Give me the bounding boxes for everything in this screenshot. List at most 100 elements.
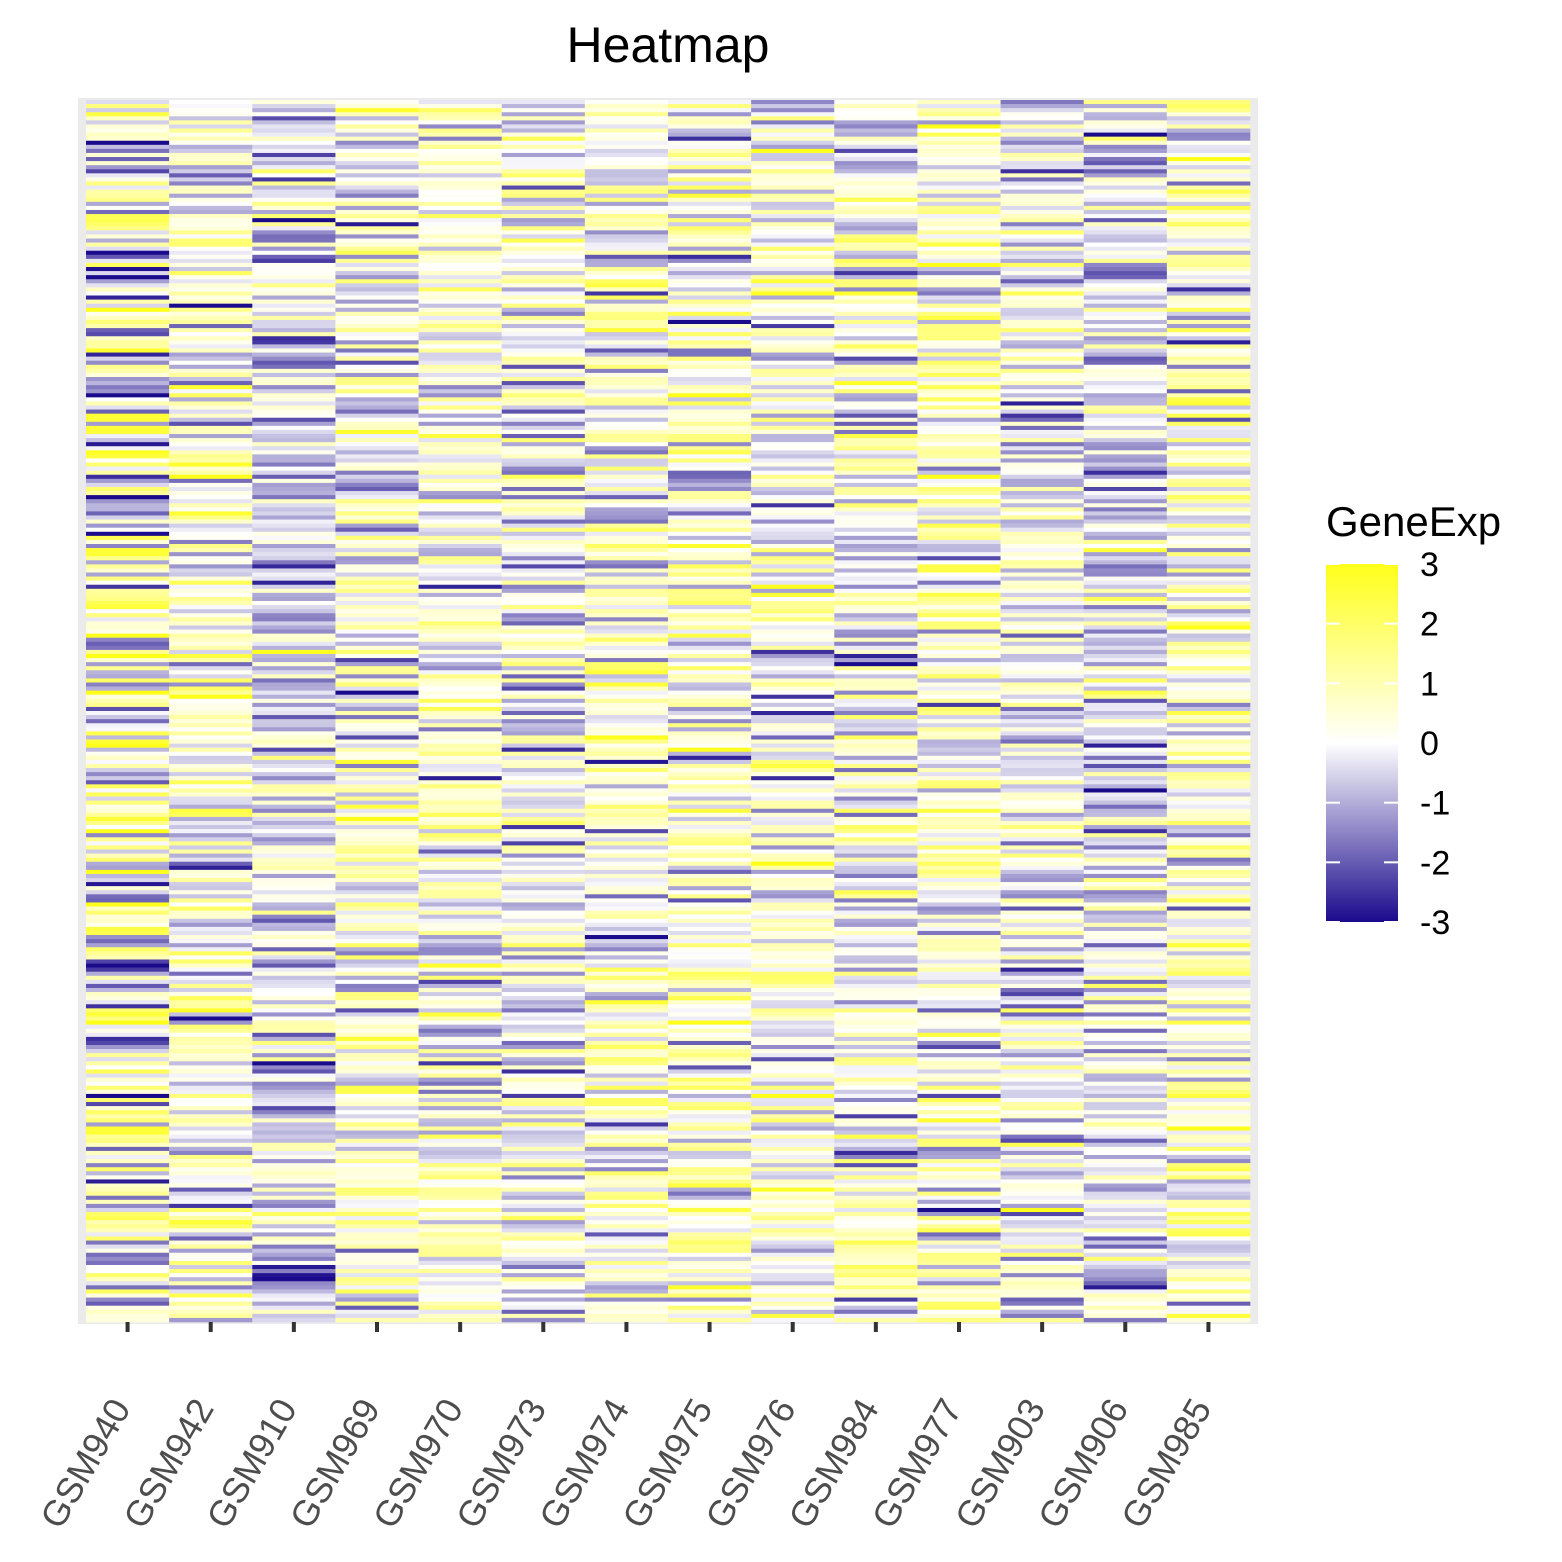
heatmap-cell	[86, 857, 170, 863]
heatmap-cell	[86, 910, 170, 915]
heatmap-cell	[834, 882, 918, 887]
heatmap-cell	[252, 1191, 336, 1197]
heatmap-cell	[751, 780, 835, 785]
heatmap-cell	[501, 503, 586, 508]
heatmap-cell	[418, 853, 503, 858]
heatmap-cell	[668, 279, 752, 284]
heatmap-cell	[1000, 1309, 1085, 1315]
heatmap-cell	[751, 409, 835, 414]
heatmap-cell	[668, 409, 752, 414]
heatmap-cell	[418, 372, 503, 378]
heatmap-cell	[501, 311, 586, 317]
heatmap-cell	[1083, 792, 1168, 797]
heatmap-cell	[1000, 1171, 1085, 1176]
heatmap-cell	[418, 173, 503, 178]
heatmap-cell	[834, 287, 918, 292]
heatmap-cell	[169, 1309, 253, 1315]
heatmap-cell	[751, 120, 835, 125]
heatmap-cell	[335, 694, 419, 700]
heatmap-cell	[335, 1216, 419, 1221]
heatmap-cell	[584, 307, 669, 313]
heatmap-cell	[86, 967, 170, 972]
heatmap-cell	[1000, 376, 1085, 382]
heatmap-cell	[834, 344, 918, 349]
heatmap-cell	[1083, 1110, 1168, 1115]
heatmap-cell	[252, 662, 336, 667]
heatmap-cell	[834, 629, 918, 634]
heatmap-cell	[1166, 140, 1251, 146]
heatmap-cell	[1166, 434, 1251, 439]
heatmap-cell	[668, 499, 752, 504]
heatmap-cell	[584, 637, 669, 643]
heatmap-cell	[751, 328, 835, 333]
heatmap-column-GSM970	[418, 100, 503, 1323]
heatmap-cell	[252, 653, 336, 659]
heatmap-cell	[751, 682, 835, 687]
heatmap-cell	[668, 1065, 752, 1070]
heatmap-cell	[418, 185, 503, 190]
heatmap-cell	[1083, 1085, 1168, 1091]
heatmap-cell	[86, 898, 170, 903]
heatmap-cell	[1166, 1154, 1251, 1160]
heatmap-cell	[1000, 1122, 1085, 1127]
heatmap-cell	[917, 1163, 1001, 1168]
heatmap-cell	[86, 849, 170, 854]
heatmap-cell	[584, 1236, 669, 1241]
heatmap-cell	[1000, 303, 1085, 309]
heatmap-cell	[751, 898, 835, 903]
heatmap-cell	[917, 1248, 1001, 1254]
heatmap-cell	[751, 580, 835, 586]
heatmap-cell	[418, 128, 503, 133]
heatmap-cell	[917, 393, 1001, 398]
heatmap-cell	[834, 1073, 918, 1078]
heatmap-cell	[418, 1110, 503, 1115]
heatmap-cell	[169, 943, 253, 948]
heatmap-cell	[668, 1122, 752, 1127]
heatmap-cell	[1166, 161, 1251, 166]
heatmap-cell	[418, 829, 503, 834]
heatmap-cell	[834, 865, 918, 871]
heatmap-cell	[335, 1273, 419, 1278]
heatmap-cell	[834, 1199, 918, 1205]
heatmap-cell	[252, 943, 336, 948]
heatmap-cell	[169, 429, 253, 435]
heatmap-cell	[86, 136, 170, 142]
heatmap-cell	[418, 332, 503, 337]
heatmap-cell	[917, 234, 1001, 239]
heatmap-cell	[1166, 711, 1251, 716]
heatmap-cell	[917, 1207, 1001, 1213]
heatmap-cell	[169, 706, 253, 712]
heatmap-column-GSM973	[501, 100, 586, 1323]
heatmap-cell	[751, 596, 835, 602]
heatmap-cell	[584, 1252, 669, 1258]
heatmap-cell	[252, 609, 336, 614]
heatmap-cell	[1166, 409, 1251, 414]
heatmap-cell	[501, 1269, 586, 1274]
heatmap-cell	[1166, 584, 1251, 590]
heatmap-cell	[252, 812, 336, 818]
heatmap-cell	[917, 466, 1001, 471]
heatmap-cell	[418, 1057, 503, 1062]
heatmap-cell	[834, 1277, 918, 1282]
heatmap-cell	[1000, 568, 1085, 573]
heatmap-cell	[751, 975, 835, 981]
heatmap-cell	[252, 621, 336, 626]
heatmap-cell	[1000, 409, 1085, 414]
heatmap-cell	[1083, 535, 1168, 541]
heatmap-cell	[501, 226, 586, 231]
heatmap-cell	[501, 1020, 586, 1025]
heatmap-cell	[917, 1110, 1001, 1115]
heatmap-cell	[834, 1163, 918, 1168]
heatmap-cell	[917, 1228, 1001, 1233]
heatmap-cell	[584, 434, 669, 439]
heatmap-cell	[668, 930, 752, 936]
heatmap-cell	[252, 336, 336, 341]
heatmap-cell	[751, 144, 835, 150]
heatmap-cell	[834, 173, 918, 178]
heatmap-cell	[501, 1199, 586, 1205]
heatmap-cell	[668, 1240, 752, 1245]
heatmap-cell	[1083, 1000, 1168, 1005]
heatmap-cell	[751, 128, 835, 133]
heatmap-cell	[751, 829, 835, 834]
heatmap-cell	[335, 1212, 419, 1217]
